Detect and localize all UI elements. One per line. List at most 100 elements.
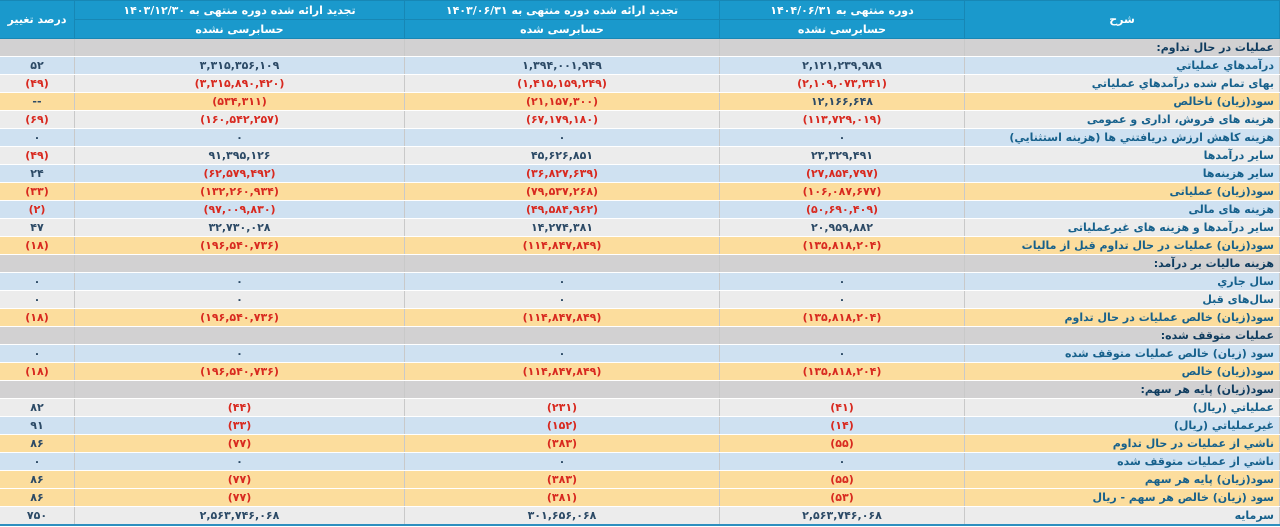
percent-change: (۴۹) (0, 146, 75, 165)
value-restated-h1: (۱۱۴,۸۴۷,۸۴۹) (404, 308, 720, 327)
percent-change: ۹۱ (0, 416, 75, 435)
value-current-period (719, 254, 965, 273)
table-row: سود(زیان) خالص (۱۳۵,۸۱۸,۲۰۴) (۱۱۴,۸۴۷,۸۴۹)… (0, 362, 1280, 381)
row-label: سود (زیان) خالص هر سهم - ریال (964, 488, 1280, 507)
value-restated-year: (۳,۳۱۵,۸۹۰,۴۲۰) (74, 74, 405, 93)
audit-status-current: حسابرسی نشده (719, 19, 965, 39)
table-body: عملیات در حال تداوم: درآمدهاي عملياتي ۲,۱۲… (0, 38, 1280, 525)
value-restated-year: ۰ (74, 452, 405, 471)
row-label: عملیاتي (ریال) (964, 398, 1280, 417)
value-restated-h1: (۱۱۴,۸۴۷,۸۴۹) (404, 362, 720, 381)
value-restated-h1: (۳۶,۸۲۷,۶۳۹) (404, 164, 720, 183)
value-restated-year: (۵۳۴,۳۱۱) (74, 92, 405, 111)
value-restated-year (74, 326, 405, 345)
value-restated-h1 (404, 38, 720, 57)
value-current-period: ۱۲,۱۶۶,۶۴۸ (719, 92, 965, 111)
value-restated-year: (۱۹۶,۵۴۰,۷۳۶) (74, 362, 405, 381)
row-label: عملیات در حال تداوم: (964, 38, 1280, 57)
percent-change: ۸۲ (0, 398, 75, 417)
table-row: سود(زیان) عملیاتی (۱۰۶,۰۸۷,۶۷۷) (۷۹,۵۳۷,۲۶… (0, 182, 1280, 201)
value-restated-h1: ۰ (404, 452, 720, 471)
value-restated-year: ۰ (74, 344, 405, 363)
col-header-percent-change: درصد تغییر (0, 0, 75, 39)
table-row: هزینه های فروش، اداری و عمومی (۱۱۳,۷۲۹,۰۱… (0, 110, 1280, 129)
percent-change: ۰ (0, 128, 75, 147)
row-label: سود(زیان) عملیاتی (964, 182, 1280, 201)
row-label: درآمدهاي عملياتي (964, 56, 1280, 75)
value-current-period: ۰ (719, 290, 965, 309)
value-current-period: ۲,۵۶۳,۷۴۶,۰۶۸ (719, 506, 965, 525)
value-current-period: (۵۰,۶۹۰,۴۰۹) (719, 200, 965, 219)
value-restated-year: (۹۷,۰۰۹,۸۳۰) (74, 200, 405, 219)
percent-change (0, 254, 75, 273)
value-restated-h1: ۰ (404, 128, 720, 147)
percent-change: ۸۶ (0, 434, 75, 453)
value-restated-year: ۰ (74, 290, 405, 309)
percent-change: (۱۸) (0, 308, 75, 327)
value-current-period: (۱۳۵,۸۱۸,۲۰۴) (719, 236, 965, 255)
header-row-periods: شرح دوره منتهی به ۱۴۰۴/۰۶/۳۱ تجدید ارائه… (0, 0, 1280, 39)
table-row: سود(زیان) خالص عملیات در حال تداوم (۱۳۵,۸… (0, 308, 1280, 327)
value-restated-year: (۷۷) (74, 470, 405, 489)
value-restated-h1: (۱۵۲) (404, 416, 720, 435)
table-row: سود(زیان) عملیات در حال تداوم قبل از مال… (0, 236, 1280, 255)
row-label: سرمایه (964, 506, 1280, 525)
percent-change (0, 326, 75, 345)
value-restated-h1: (۳۸۳) (404, 470, 720, 489)
value-current-period: ۰ (719, 344, 965, 363)
table-row: درآمدهاي عملياتي ۲,۱۲۱,۲۳۹,۹۸۹ ۱,۳۹۴,۰۰۱,۹… (0, 56, 1280, 75)
table-row: هزینه کاهش ارزش دریافتني ها (هزینه استثن… (0, 128, 1280, 147)
value-current-period: (۵۳) (719, 488, 965, 507)
value-restated-year: (۴۴) (74, 398, 405, 417)
value-current-period (719, 380, 965, 399)
value-restated-h1: ۳۰۱,۶۵۶,۰۶۸ (404, 506, 720, 525)
table-row: عملیاتي (ریال) (۴۱) (۲۳۱) (۴۴) ۸۲ (0, 398, 1280, 417)
value-current-period: (۱۱۳,۷۲۹,۰۱۹) (719, 110, 965, 129)
value-restated-year: (۶۲,۵۷۹,۴۹۲) (74, 164, 405, 183)
value-current-period: ۲۳,۳۲۹,۴۹۱ (719, 146, 965, 165)
value-restated-h1: (۶۷,۱۷۹,۱۸۰) (404, 110, 720, 129)
percent-change: ۲۴ (0, 164, 75, 183)
value-restated-year: (۱۹۶,۵۴۰,۷۳۶) (74, 308, 405, 327)
value-restated-year (74, 38, 405, 57)
value-restated-year: ۹۱,۳۹۵,۱۲۶ (74, 146, 405, 165)
value-current-period: (۱۳۵,۸۱۸,۲۰۴) (719, 308, 965, 327)
value-current-period: (۲,۱۰۹,۰۷۳,۳۴۱) (719, 74, 965, 93)
percent-change: ۴۷ (0, 218, 75, 237)
percent-change: (۴۹) (0, 74, 75, 93)
value-restated-year: (۱۹۶,۵۴۰,۷۳۶) (74, 236, 405, 255)
col-header-description: شرح (964, 0, 1280, 39)
value-restated-h1: ۰ (404, 272, 720, 291)
col-header-restated-year-period: تجدید ارائه شده دوره منتهی به ۱۴۰۳/۱۲/۳۰ (74, 0, 405, 20)
row-label: سال جاري (964, 272, 1280, 291)
table-row: سایر هزینه‌ها (۲۷,۸۵۴,۷۹۷) (۳۶,۸۲۷,۶۳۹) (۶۲… (0, 164, 1280, 183)
value-restated-year (74, 254, 405, 273)
row-label: سود (زیان) خالص عملیات متوقف شده (964, 344, 1280, 363)
row-label: سایر هزینه‌ها (964, 164, 1280, 183)
table-row: غیرعملیاتي (ریال) (۱۴) (۱۵۲) (۳۳) ۹۱ (0, 416, 1280, 435)
section-row: عملیات در حال تداوم: (0, 38, 1280, 57)
percent-change: (۲) (0, 200, 75, 219)
value-restated-year: (۱۶۰,۵۴۲,۲۵۷) (74, 110, 405, 129)
percent-change: ۷۵۰ (0, 506, 75, 525)
percent-change: ۰ (0, 452, 75, 471)
value-restated-h1: (۱,۴۱۵,۱۵۹,۲۴۹) (404, 74, 720, 93)
section-row: سود(زیان) پایه هر سهم: (0, 380, 1280, 399)
row-label: غیرعملیاتي (ریال) (964, 416, 1280, 435)
row-label: سود(زیان) پایه هر سهم: (964, 380, 1280, 399)
value-restated-h1 (404, 326, 720, 345)
value-restated-year (74, 380, 405, 399)
row-label: ناشي از عملیات در حال تداوم (964, 434, 1280, 453)
col-header-restated-h1-period: تجدید ارائه شده دوره منتهی به ۱۴۰۳/۰۶/۳۱ (404, 0, 720, 20)
row-label: هزینه های مالی (964, 200, 1280, 219)
row-label: سود(زیان) خالص (964, 362, 1280, 381)
percent-change: ۰ (0, 344, 75, 363)
table-row: سال‌های قبل ۰ ۰ ۰ ۰ (0, 290, 1280, 309)
table-row: سود(زیان) پایه هر سهم (۵۵) (۳۸۳) (۷۷) ۸۶ (0, 470, 1280, 489)
row-label: سود(زیان) عملیات در حال تداوم قبل از مال… (964, 236, 1280, 255)
row-label: ناشي از عملیات متوقف شده (964, 452, 1280, 471)
table-header: شرح دوره منتهی به ۱۴۰۴/۰۶/۳۱ تجدید ارائه… (0, 0, 1280, 39)
value-restated-h1: ۱۴,۲۷۴,۳۸۱ (404, 218, 720, 237)
value-restated-h1: (۳۸۱) (404, 488, 720, 507)
